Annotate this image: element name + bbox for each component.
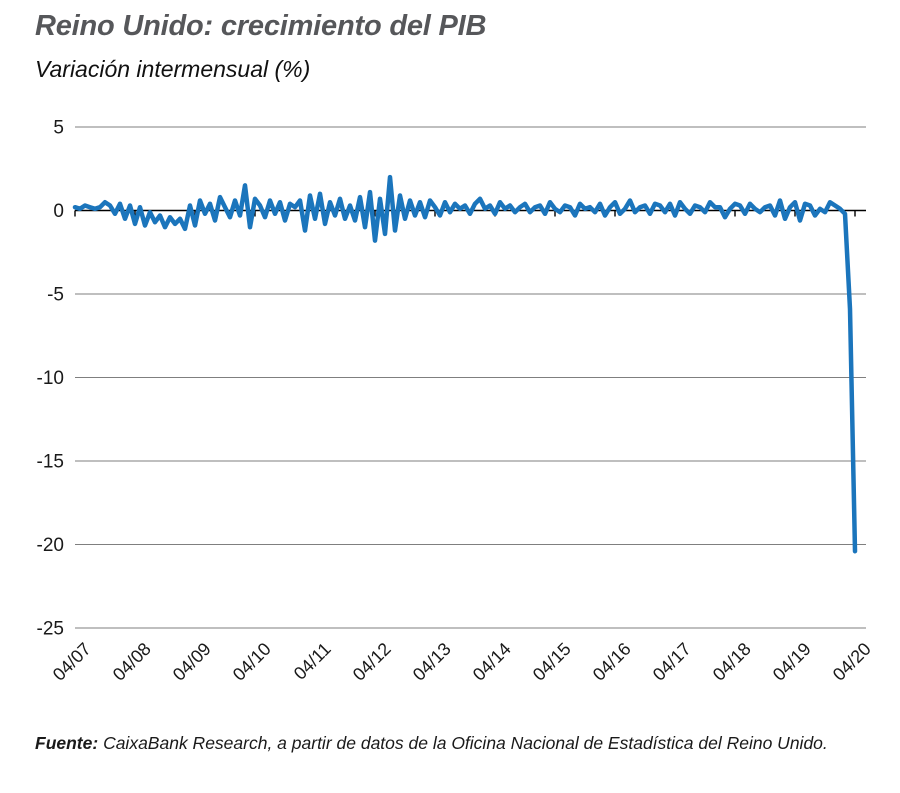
x-tick-label: 04/09 xyxy=(169,639,215,685)
chart-subtitle: Variación intermensual (%) xyxy=(35,56,311,82)
x-tick-label: 04/15 xyxy=(529,639,575,685)
x-tick-label: 04/16 xyxy=(589,639,635,685)
x-tick-label: 04/07 xyxy=(49,639,95,685)
x-tick-label: 04/19 xyxy=(769,639,815,685)
x-tick-label: 04/12 xyxy=(349,639,395,685)
source-text: CaixaBank Research, a partir de datos de… xyxy=(98,733,828,753)
y-tick-label: 5 xyxy=(53,118,64,139)
x-tick-label: 04/13 xyxy=(409,639,455,685)
y-tick-label: -25 xyxy=(37,619,64,640)
x-tick-label: 04/20 xyxy=(829,639,875,685)
source-note: Fuente: CaixaBank Research, a partir de … xyxy=(35,733,828,754)
y-tick-label: -15 xyxy=(37,452,64,473)
x-tick-label: 04/18 xyxy=(709,639,755,685)
gdp-series-line xyxy=(72,174,858,554)
chart-title: Reino Unido: crecimiento del PIB xyxy=(35,10,487,42)
x-tick-label: 04/08 xyxy=(109,639,155,685)
y-tick-label: -20 xyxy=(37,535,64,556)
source-label: Fuente: xyxy=(35,733,99,753)
x-tick-label: 04/14 xyxy=(469,639,515,685)
y-tick-label: -10 xyxy=(37,368,64,389)
x-tick-label: 04/11 xyxy=(290,639,335,684)
y-tick-label: 0 xyxy=(53,201,64,222)
x-tick-label: 04/17 xyxy=(649,639,695,685)
x-tick-label: 04/10 xyxy=(229,639,275,685)
y-tick-label: -5 xyxy=(47,285,64,306)
